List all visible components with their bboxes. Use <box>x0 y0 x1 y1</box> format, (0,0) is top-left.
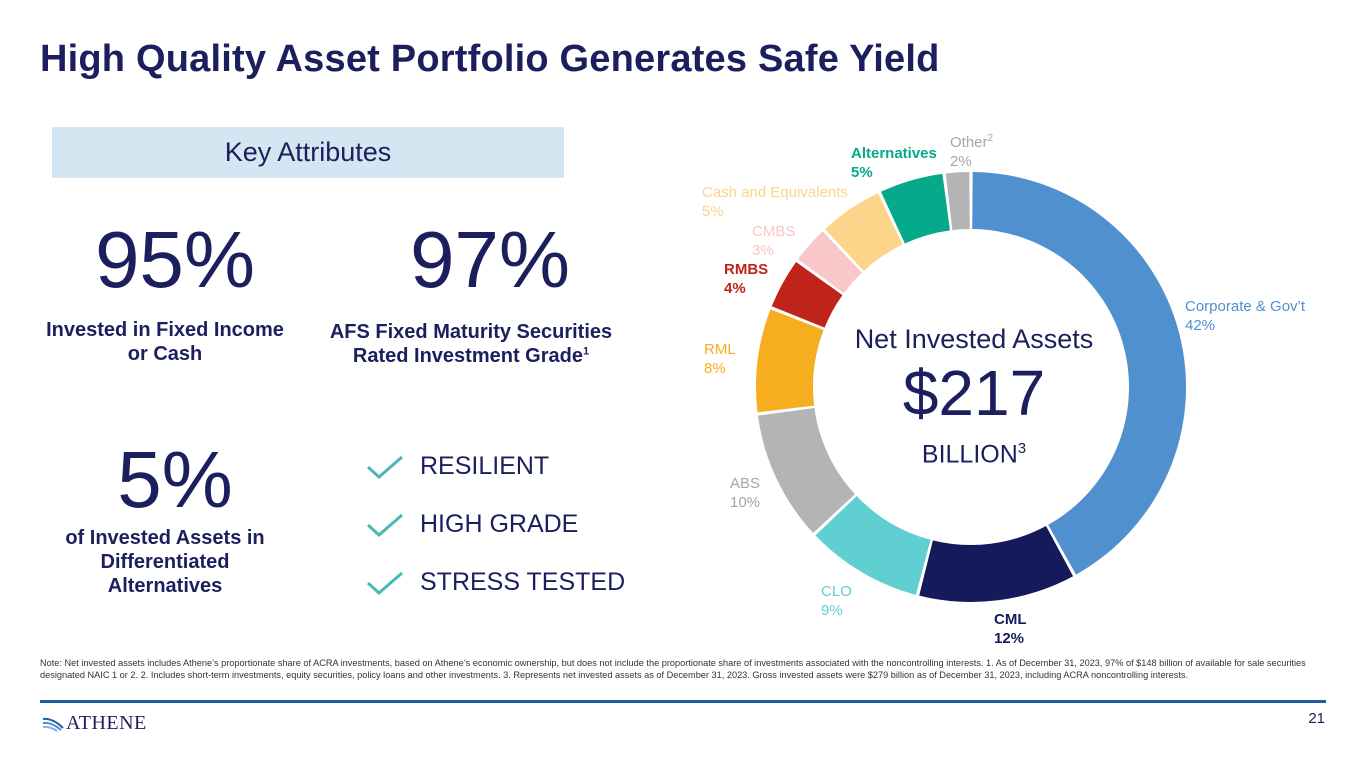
donut-slice-cml <box>919 526 1074 602</box>
donut-slice-clo <box>815 496 931 595</box>
check-resilient: RESILIENT <box>366 452 549 481</box>
page-title: High Quality Asset Portfolio Generates S… <box>40 38 940 80</box>
stat-95-label-line1: Invested in Fixed Income <box>46 319 284 341</box>
stat-97-label-line2: Rated Investment Grade1 <box>352 345 590 367</box>
footer-divider <box>40 700 1326 703</box>
donut-label-pct: 5% <box>702 203 724 220</box>
donut-label-name: RML <box>704 341 736 358</box>
donut-label-pct: 10% <box>730 494 760 511</box>
donut-label-pct: 9% <box>821 602 843 619</box>
donut-slice-corporate-gov-t <box>972 172 1186 575</box>
check-stress-tested-label: STRESS TESTED <box>420 568 626 596</box>
stat-95-value: 95% <box>94 215 256 304</box>
center-label: Net Invested Assets <box>854 324 1094 354</box>
donut-label-name: Corporate & Gov’t <box>1185 298 1306 315</box>
donut-label-name: CML <box>994 611 1027 628</box>
donut-slice-abs <box>757 408 855 533</box>
logo-text: ATHENE <box>66 712 147 734</box>
check-high-grade: HIGH GRADE <box>366 510 578 539</box>
donut-label-pct: 12% <box>994 630 1024 647</box>
stat-95-label-line2: or Cash <box>127 343 203 365</box>
donut-label-name: Cash and Equivalents <box>702 184 848 201</box>
donut-slice-cmbs <box>798 231 862 294</box>
stat-5-value: 5% <box>117 435 233 524</box>
donut-slice-rml <box>756 309 824 413</box>
donut-label-name: ABS <box>730 475 760 492</box>
stat-97-label: AFS Fixed Maturity Securities Rated Inve… <box>306 320 636 368</box>
stat-5-label-line3: Alternatives <box>107 575 223 597</box>
donut-label-name: Alternatives <box>851 145 937 162</box>
checkmark-icon <box>366 513 403 537</box>
checkmark-icon <box>366 571 403 595</box>
donut-label-pct: 4% <box>724 280 746 297</box>
key-attributes-header: Key Attributes <box>52 127 564 178</box>
center-unit: BILLION3 <box>921 440 1027 469</box>
donut-slice-cash-and-equivalents <box>825 193 903 271</box>
stat-5-label-line1: of Invested Assets in <box>65 527 265 549</box>
donut-slice-alternatives <box>880 173 950 244</box>
donut-label-pct: 2% <box>950 153 972 170</box>
athene-wing-icon <box>42 717 64 732</box>
page-number: 21 <box>1308 710 1325 727</box>
check-high-grade-label: HIGH GRADE <box>420 510 579 538</box>
check-resilient-label: RESILIENT <box>420 452 550 480</box>
donut-label-name: CLO <box>821 583 852 600</box>
donut-label-name: CMBS <box>752 223 795 240</box>
athene-logo: ATHENE <box>42 712 147 735</box>
footnote: Note: Net invested assets includes Athen… <box>40 658 1306 680</box>
donut-label-pct: 5% <box>851 164 873 181</box>
donut-label-pct: 8% <box>704 360 726 377</box>
center-value: $217 <box>902 357 1046 429</box>
stat-5-label-line2: Differentiated <box>100 551 230 573</box>
donut-slice-other <box>945 172 970 231</box>
check-stress-tested: STRESS TESTED <box>366 568 625 597</box>
checkmark-icon <box>366 455 403 479</box>
stat-97-label-line1: AFS Fixed Maturity Securities <box>329 321 613 343</box>
donut-label-pct: 3% <box>752 242 774 259</box>
donut-label-name: RMBS <box>724 261 768 278</box>
stat-5-label: of Invested Assets in Differentiated Alt… <box>20 526 310 598</box>
stat-95-label: Invested in Fixed Income or Cash <box>20 318 310 366</box>
donut-label-name: Other2 <box>950 133 994 151</box>
donut-label-pct: 42% <box>1185 317 1215 334</box>
stat-97-value: 97% <box>409 215 571 304</box>
donut-slice-rmbs <box>771 261 843 328</box>
